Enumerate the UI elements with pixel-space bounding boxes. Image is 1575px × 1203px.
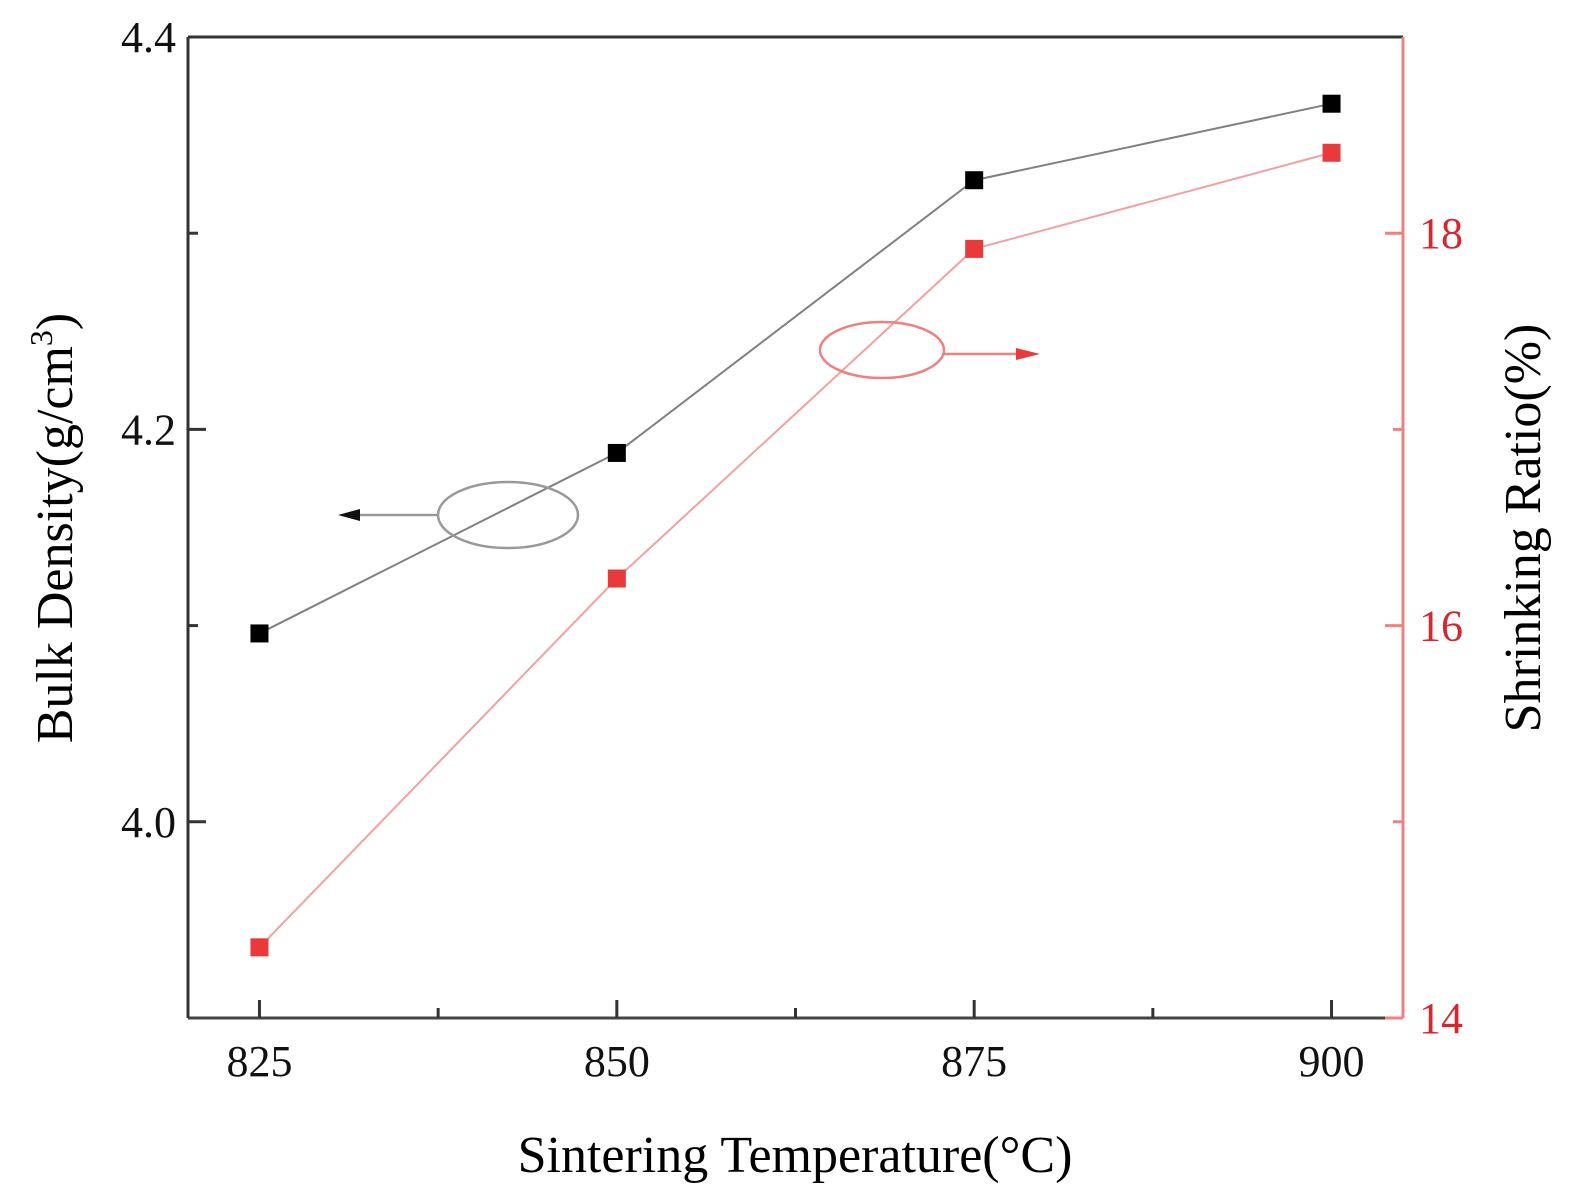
data-point-left: [1322, 94, 1341, 113]
data-point-right: [250, 938, 269, 957]
right-axis-indicator-ellipse: [818, 320, 946, 380]
y-left-label-sup: 3: [23, 330, 59, 346]
series-line-right: [258, 151, 1332, 949]
x-tick-label: 875: [941, 1037, 1007, 1086]
x-tick-label: 850: [584, 1037, 650, 1086]
y-right-tick-label: 14: [1419, 994, 1463, 1043]
data-point-right: [965, 239, 984, 258]
data-point-right: [607, 569, 626, 588]
y-left-label-main: Bulk Density(g/cm: [27, 346, 84, 743]
y-right-tick-label: 18: [1419, 209, 1463, 258]
x-tick-label: 900: [1299, 1037, 1365, 1086]
right-arrow-head-icon: [1016, 348, 1040, 360]
left-arrow-head-icon: [338, 509, 360, 521]
y-right-tick-label: 16: [1419, 602, 1463, 651]
plot-area: 825 850 875 900 4.0 4.2 4.4 14 16 18: [121, 13, 1463, 1086]
x-tick-label: 825: [226, 1037, 292, 1086]
data-point-right: [1322, 143, 1341, 162]
data-point-left: [965, 171, 984, 190]
y-left-tick-label: 4.2: [121, 405, 176, 454]
y-left-tick-label: 4.0: [121, 798, 176, 847]
left-axis-indicator-ellipse: [436, 480, 580, 550]
data-point-left: [607, 443, 626, 462]
series-line-left: [259, 102, 1332, 635]
y-axis-right-label: Shrinking Ratio(%): [1495, 324, 1552, 733]
x-axis-label: Sintering Temperature(°C): [518, 1127, 1073, 1184]
y-left-label-close: ): [27, 313, 84, 330]
y-left-tick-label: 4.4: [121, 13, 176, 62]
y-axis-left-label: Bulk Density(g/cm3): [23, 313, 84, 744]
data-point-left: [250, 624, 269, 643]
